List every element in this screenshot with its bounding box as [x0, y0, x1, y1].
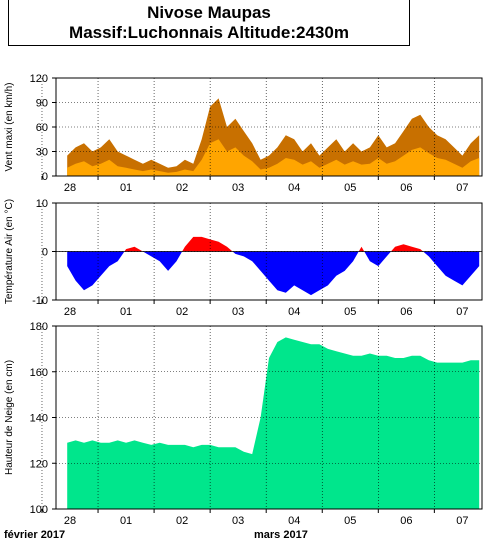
- x-tick-label: 07: [456, 306, 468, 318]
- x-tick-label: 03: [232, 182, 244, 194]
- panel-3: 100 120 140 160 180 28 01 02 03 04 05 06 07 Hauteur d…: [4, 321, 483, 527]
- y-tick-label: 0: [42, 171, 48, 183]
- x-tick-label: 02: [176, 306, 188, 318]
- wind-gust-area: [67, 98, 480, 176]
- y-tick-label: 100: [30, 504, 48, 516]
- x-tick-label: 01: [120, 515, 132, 527]
- y-tick-label: 140: [30, 413, 48, 425]
- x-tick-label: 05: [344, 182, 356, 194]
- snow-depth-area: [67, 337, 480, 509]
- y-tick-label: 120: [30, 458, 48, 470]
- x-tick-label: 03: [232, 306, 244, 318]
- y-tick-label: -10: [32, 295, 48, 307]
- y-tick-label: 0: [42, 247, 48, 259]
- y-tick-label: 10: [36, 198, 48, 210]
- panel-2: -10 0 10 28 01 02 03 04 05 06 07 Température Air (e…: [4, 198, 483, 318]
- x-tick-label: 28: [64, 306, 76, 318]
- y-axis-label: Vent maxi (en km/h): [4, 83, 15, 172]
- y-tick-label: 120: [30, 73, 48, 85]
- y-axis-label: Température Air (en °C): [4, 199, 15, 304]
- x-tick-label: 06: [400, 306, 412, 318]
- x-tick-label: 06: [400, 515, 412, 527]
- x-tick-label: 28: [64, 182, 76, 194]
- y-axis-label: Hauteur de Neige (en cm): [4, 360, 15, 475]
- x-tick-label: 01: [120, 182, 132, 194]
- y-tick-label: 30: [36, 147, 48, 159]
- x-tick-label: 05: [344, 306, 356, 318]
- x-tick-label: 05: [344, 515, 356, 527]
- y-tick-label: 180: [30, 321, 48, 333]
- x-tick-label: 07: [456, 515, 468, 527]
- x-tick-label: 04: [288, 306, 300, 318]
- x-tick-label: 07: [456, 182, 468, 194]
- x-tick-label: 28: [64, 515, 76, 527]
- x-tick-label: 02: [176, 182, 188, 194]
- month-label-february: février 2017: [4, 529, 65, 541]
- x-tick-label: 04: [288, 182, 300, 194]
- station-title: Nivose Maupas: [147, 3, 271, 22]
- title-box: Nivose Maupas Massif:Luchonnais Altitude…: [8, 0, 410, 46]
- x-tick-label: 01: [120, 306, 132, 318]
- temp-negative-area: [67, 251, 480, 296]
- x-tick-label: 04: [288, 515, 300, 527]
- station-subtitle: Massif:Luchonnais Altitude:2430m: [69, 23, 349, 42]
- y-tick-label: 160: [30, 367, 48, 379]
- wind-mean-area: [67, 139, 480, 176]
- x-tick-label: 06: [400, 182, 412, 194]
- x-tick-label: 03: [232, 515, 244, 527]
- panel-1: 0 30 60 90 120 28 01 02 03 04 05 06 07 Vent maxi (en …: [4, 73, 483, 194]
- y-tick-label: 90: [36, 98, 48, 110]
- y-tick-label: 60: [36, 122, 48, 134]
- month-label-march: mars 2017: [254, 529, 308, 541]
- x-tick-label: 02: [176, 515, 188, 527]
